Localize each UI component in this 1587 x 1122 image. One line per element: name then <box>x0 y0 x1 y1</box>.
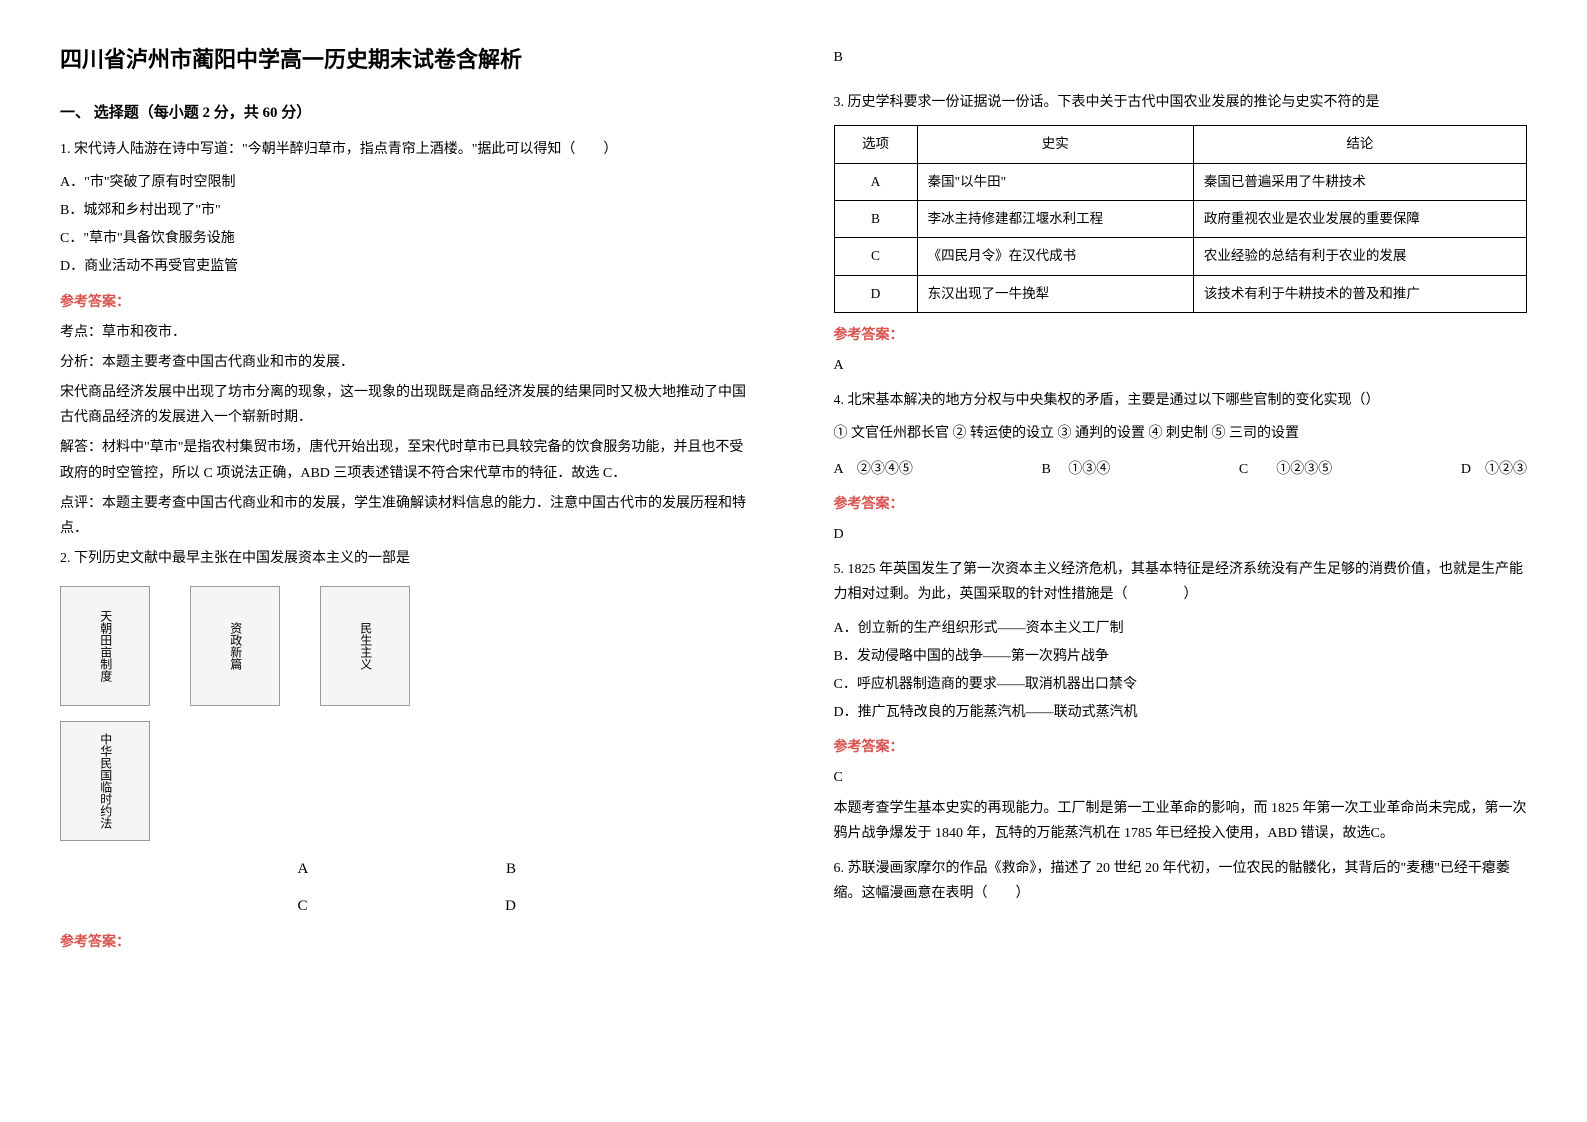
q4-stem: 4. 北宋基本解决的地方分权与中央集权的矛盾，主要是通过以下哪些官制的变化实现（… <box>834 388 1528 413</box>
q3-cell-d-fact: 东汉出现了一牛挽犁 <box>917 275 1193 312</box>
q4-options: A ②③④⑤ B ①③④ C ①②③⑤ D ①②③ <box>834 457 1528 482</box>
q3-table-body: A 秦国"以牛田" 秦国已普遍采用了牛耕技术 B 李冰主持修建都江堰水利工程 政… <box>834 163 1527 312</box>
q5-option-a: A．创立新的生产组织形式——资本主义工厂制 <box>834 616 1528 641</box>
q4-items: ① 文官任州郡长官 ② 转运使的设立 ③ 通判的设置 ④ 刺史制 ⑤ 三司的设置 <box>834 421 1528 446</box>
q3-cell-d-opt: D <box>834 275 917 312</box>
q1-option-b: B．城郊和乡村出现了"市" <box>60 198 754 223</box>
q3-row-a: A 秦国"以牛田" 秦国已普遍采用了牛耕技术 <box>834 163 1527 200</box>
q2-image-1: 天朝田亩制度 <box>60 586 150 706</box>
q3-row-c: C 《四民月令》在汉代成书 农业经验的总结有利于农业的发展 <box>834 238 1527 275</box>
q3-cell-a-fact: 秦国"以牛田" <box>917 163 1193 200</box>
q3-th-3: 结论 <box>1193 126 1526 163</box>
q3-cell-c-fact: 《四民月令》在汉代成书 <box>917 238 1193 275</box>
section-1-title: 一、 选择题（每小题 2 分，共 60 分） <box>60 100 754 127</box>
q1-answer-label: 参考答案： <box>60 290 754 315</box>
q2-answer: B <box>834 45 1528 70</box>
q5-option-b: B．发动侵略中国的战争——第一次鸦片战争 <box>834 644 1528 669</box>
q2-image-row-1: 天朝田亩制度 资政新篇 民生主义 <box>60 586 754 706</box>
q4-option-a: A ②③④⑤ <box>834 457 913 482</box>
q2-image-2: 资政新篇 <box>190 586 280 706</box>
q1-fenxi: 分析：本题主要考查中国古代商业和市的发展． <box>60 350 754 375</box>
q3-row-d: D 东汉出现了一牛挽犁 该技术有利于牛耕技术的普及和推广 <box>834 275 1527 312</box>
q3-th-1: 选项 <box>834 126 917 163</box>
q3-th-2: 史实 <box>917 126 1193 163</box>
q3-cell-c-conc: 农业经验的总结有利于农业的发展 <box>1193 238 1526 275</box>
q1-para2: 解答：材料中"草市"是指农村集贸市场，唐代开始出现，至宋代时草市已具较完备的饮食… <box>60 435 754 485</box>
q1-option-d: D．商业活动不再受官吏监管 <box>60 254 754 279</box>
q2-stem: 2. 下列历史文献中最早主张在中国发展资本主义的一部是 <box>60 546 754 571</box>
q1-para3: 点评：本题主要考查中国古代商业和市的发展，学生准确解读材料信息的能力．注意中国古… <box>60 491 754 541</box>
q5-option-c: C．呼应机器制造商的要求——取消机器出口禁令 <box>834 672 1528 697</box>
q2-letters-row-1: A B <box>199 856 615 883</box>
q2-letter-c: C <box>298 893 308 920</box>
q4-answer-label: 参考答案： <box>834 492 1528 517</box>
q3-cell-c-opt: C <box>834 238 917 275</box>
left-column: 四川省泸州市蔺阳中学高一历史期末试卷含解析 一、 选择题（每小题 2 分，共 6… <box>60 40 754 961</box>
right-column: B 3. 历史学科要求一份证据说一份话。下表中关于古代中国农业发展的推论与史实不… <box>834 40 1528 961</box>
q6-stem: 6. 苏联漫画家摩尔的作品《救命》，描述了 20 世纪 20 年代初，一位农民的… <box>834 856 1528 906</box>
q4-option-b: B ①③④ <box>1041 457 1110 482</box>
q2-letter-b: B <box>506 856 516 883</box>
q3-answer: A <box>834 353 1528 378</box>
q3-table: 选项 史实 结论 A 秦国"以牛田" 秦国已普遍采用了牛耕技术 B 李冰主持修建… <box>834 125 1528 312</box>
q5-explain: 本题考查学生基本史实的再现能力。工厂制是第一工业革命的影响，而 1825 年第一… <box>834 796 1528 846</box>
q3-cell-d-conc: 该技术有利于牛耕技术的普及和推广 <box>1193 275 1526 312</box>
q4-option-c: C ①②③⑤ <box>1239 457 1332 482</box>
q3-cell-b-opt: B <box>834 200 917 237</box>
q1-stem: 1. 宋代诗人陆游在诗中写道："今朝半醉归草市，指点青帘上酒楼。"据此可以得知（… <box>60 137 754 162</box>
q2-letter-d: D <box>505 893 516 920</box>
q2-letter-a: A <box>298 856 309 883</box>
q2-answer-label: 参考答案： <box>60 930 754 955</box>
q5-stem: 5. 1825 年英国发生了第一次资本主义经济危机，其基本特征是经济系统没有产生… <box>834 557 1528 607</box>
q5-option-d: D．推广瓦特改良的万能蒸汽机——联动式蒸汽机 <box>834 700 1528 725</box>
q1-option-c: C．"草市"具备饮食服务设施 <box>60 226 754 251</box>
q3-row-b: B 李冰主持修建都江堰水利工程 政府重视农业是农业发展的重要保障 <box>834 200 1527 237</box>
q5-answer-label: 参考答案： <box>834 735 1528 760</box>
q1-kaodian: 考点：草市和夜市． <box>60 320 754 345</box>
q4-option-d: D ①②③ <box>1461 457 1527 482</box>
q2-image-row-2: 中华民国临时约法 <box>60 721 754 841</box>
q4-answer: D <box>834 522 1528 547</box>
q2-image-4: 中华民国临时约法 <box>60 721 150 841</box>
exam-title: 四川省泸州市蔺阳中学高一历史期末试卷含解析 <box>60 40 754 80</box>
q2-image-3: 民生主义 <box>320 586 410 706</box>
q5-answer: C <box>834 765 1528 790</box>
q3-answer-label: 参考答案： <box>834 323 1528 348</box>
q3-stem: 3. 历史学科要求一份证据说一份话。下表中关于古代中国农业发展的推论与史实不符的… <box>834 90 1528 115</box>
q2-letters-row-2: C D <box>199 893 615 920</box>
q3-cell-a-opt: A <box>834 163 917 200</box>
q3-cell-a-conc: 秦国已普遍采用了牛耕技术 <box>1193 163 1526 200</box>
q1-para1: 宋代商品经济发展中出现了坊市分离的现象，这一现象的出现既是商品经济发展的结果同时… <box>60 380 754 430</box>
q3-cell-b-fact: 李冰主持修建都江堰水利工程 <box>917 200 1193 237</box>
q1-option-a: A．"市"突破了原有时空限制 <box>60 170 754 195</box>
q3-cell-b-conc: 政府重视农业是农业发展的重要保障 <box>1193 200 1526 237</box>
